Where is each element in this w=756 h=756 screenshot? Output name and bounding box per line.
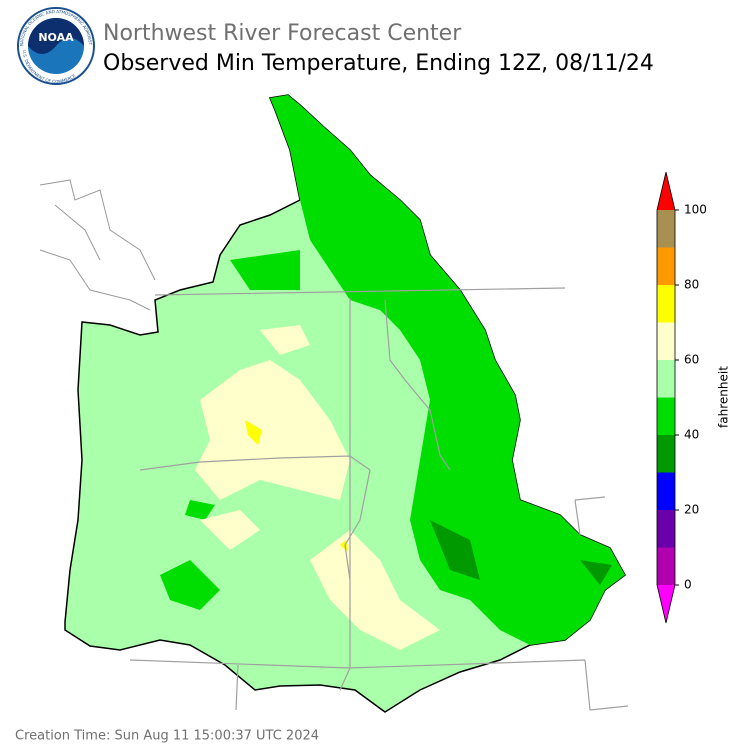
- colorbar-bin: [657, 210, 675, 248]
- colorbar-over: [657, 172, 675, 210]
- colorbar-bin: [657, 547, 675, 585]
- colorbar-bin: [657, 285, 675, 323]
- title: Northwest River Forecast Center: [103, 21, 462, 46]
- colorbar-bin: [657, 360, 675, 398]
- coastline: [39, 179, 156, 311]
- cool-zone: [160, 250, 300, 610]
- colorbar-tick-label: 20: [684, 503, 699, 517]
- colorbar-bin: [657, 472, 675, 510]
- state-boundary: [129, 287, 629, 711]
- colorbar-tick-label: 40: [684, 428, 699, 442]
- colorbar-tick-label: 100: [684, 203, 707, 217]
- colorbar-bin: [657, 247, 675, 285]
- colorbar-label: fahrenheit: [717, 366, 731, 428]
- colorbar-bin: [657, 322, 675, 360]
- colorbar-bin: [657, 510, 675, 548]
- colorbar: 0 20 40 60 80 100: [656, 171, 707, 624]
- cold-zone: [430, 520, 612, 585]
- cool-zone: [270, 95, 625, 645]
- colorbar-bin: [657, 435, 675, 473]
- subtitle: Observed Min Temperature, Ending 12Z, 08…: [103, 51, 654, 76]
- colorbar-tick-label: 80: [684, 278, 699, 292]
- colorbar-bin: [657, 397, 675, 435]
- colorbar-tick-label: 0: [684, 578, 692, 592]
- hot-spot: [245, 420, 348, 552]
- map: [39, 94, 629, 713]
- colorbar-tick-label: 60: [684, 353, 699, 367]
- warm-zone: [195, 325, 440, 650]
- logo-text: NOAA: [38, 31, 74, 44]
- creation-time: Creation Time: Sun Aug 11 15:00:37 UTC 2…: [15, 729, 319, 744]
- colorbar-under: [657, 585, 675, 623]
